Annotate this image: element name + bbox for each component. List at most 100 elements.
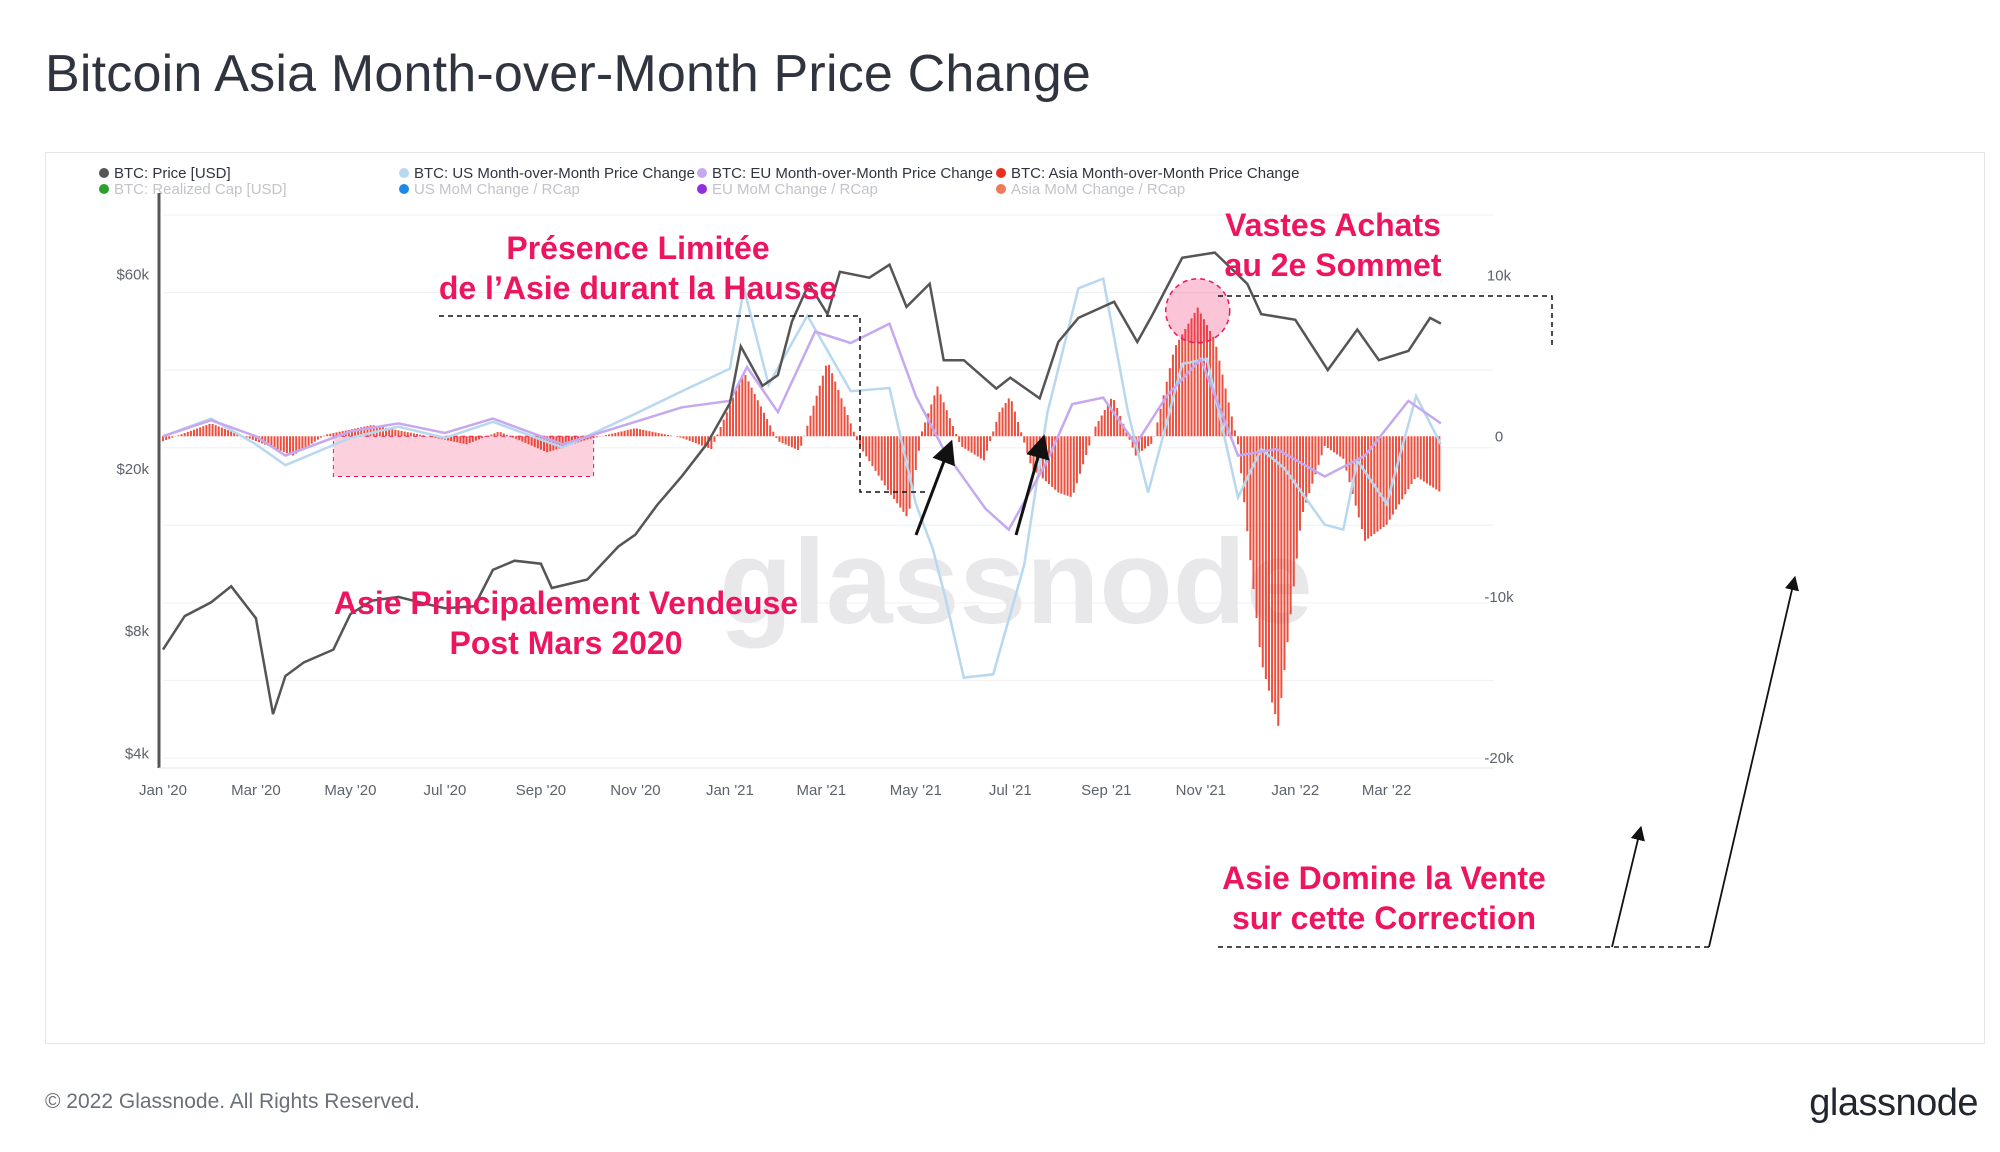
- asia-bar: [1385, 436, 1388, 525]
- asia-bar: [970, 436, 973, 453]
- asia-bar: [502, 433, 505, 437]
- asia-bar: [1165, 381, 1168, 437]
- asia-bar: [388, 428, 391, 437]
- asia-bar: [927, 413, 930, 437]
- asia-bar: [1416, 436, 1419, 478]
- legend-label-2[interactable]: BTC: EU Month-over-Month Price Change: [712, 165, 993, 182]
- price-series-line: [161, 251, 1442, 715]
- asia-bar: [208, 423, 211, 437]
- asia-bar: [397, 430, 400, 437]
- asia-bar: [409, 432, 412, 437]
- legend-swatch-7[interactable]: [996, 184, 1006, 194]
- asia-bar: [840, 398, 843, 437]
- asia-bar: [1370, 436, 1373, 537]
- x-tick-label: May '21: [890, 782, 942, 799]
- asia-bar: [735, 390, 738, 437]
- asia-bar: [1364, 436, 1367, 541]
- asia-bar: [899, 436, 902, 508]
- legend-label-7[interactable]: Asia MoM Change / RCap: [1011, 181, 1185, 198]
- asia-bar: [852, 431, 855, 437]
- asia-bar: [189, 430, 192, 437]
- asia-bar: [632, 428, 635, 437]
- asia-bar: [1007, 398, 1010, 437]
- legend-label-5[interactable]: US MoM Change / RCap: [414, 181, 580, 198]
- asia-bar: [976, 436, 979, 457]
- asia-bar: [468, 436, 471, 444]
- asia-bar: [1258, 436, 1261, 647]
- asia-bar: [211, 424, 214, 437]
- asia-bar: [1026, 436, 1029, 453]
- arrow-feb22: [1708, 575, 1799, 948]
- asia-bar: [1001, 407, 1004, 437]
- asia-bar: [865, 436, 868, 457]
- asia-bar: [1181, 334, 1184, 437]
- asia-bar: [233, 432, 236, 437]
- y-right-tick-label: -10k: [1484, 589, 1514, 606]
- asia-bar: [1277, 436, 1280, 726]
- asia-bar: [1419, 436, 1422, 480]
- asia-bar: [1345, 436, 1348, 471]
- asia-bar: [1333, 436, 1336, 453]
- asia-bar: [666, 434, 669, 437]
- asia-bar: [471, 436, 474, 442]
- dashed-leader-big-buys: [1218, 295, 1553, 348]
- annotation-big-buys-line-0: Vastes Achats: [1225, 207, 1441, 243]
- legend-label-0[interactable]: BTC: Price [USD]: [114, 165, 231, 182]
- legend-swatch-2[interactable]: [697, 168, 707, 178]
- asia-bar: [1295, 436, 1298, 559]
- asia-bar: [323, 435, 326, 437]
- asia-bar: [648, 431, 651, 437]
- legend-label-4[interactable]: BTC: Realized Cap [USD]: [114, 181, 287, 198]
- asia-bar: [183, 433, 186, 437]
- asia-bar: [784, 436, 787, 445]
- asia-bar: [614, 432, 617, 437]
- asia-bar: [797, 436, 800, 451]
- asia-bar: [849, 423, 852, 437]
- asia-bar: [831, 373, 834, 437]
- asia-bar: [248, 436, 251, 439]
- asia-bar: [1336, 436, 1339, 455]
- asia-bar: [716, 434, 719, 437]
- us-series-line: [162, 276, 1443, 679]
- legend-swatch-1[interactable]: [399, 168, 409, 178]
- asia-bar: [360, 427, 363, 437]
- asia-bar: [1314, 436, 1317, 475]
- asia-bar: [1069, 436, 1072, 497]
- asia-bar: [1109, 398, 1112, 437]
- legend-swatch-3[interactable]: [996, 168, 1006, 178]
- legend-swatch-4[interactable]: [99, 184, 109, 194]
- asia-bar: [914, 436, 917, 471]
- asia-bar: [1072, 436, 1075, 493]
- asia-bar: [192, 429, 195, 437]
- legend-swatch-5[interactable]: [399, 184, 409, 194]
- asia-bar: [608, 434, 611, 437]
- legend-label-3[interactable]: BTC: Asia Month-over-Month Price Change: [1011, 165, 1299, 182]
- asia-bar: [180, 434, 183, 437]
- legend-swatch-6[interactable]: [697, 184, 707, 194]
- asia-bar: [1147, 436, 1150, 447]
- asia-bar: [165, 436, 168, 440]
- asia-bar: [369, 425, 372, 437]
- legend-label-6[interactable]: EU MoM Change / RCap: [712, 181, 878, 198]
- asia-bar: [1057, 436, 1060, 493]
- asia-bar: [880, 436, 883, 481]
- asia-bar: [800, 436, 803, 446]
- asia-bar: [561, 436, 564, 448]
- asia-bar: [543, 436, 546, 451]
- legend-swatch-0[interactable]: [99, 168, 109, 178]
- asia-bar: [728, 405, 731, 437]
- asia-bar: [220, 427, 223, 437]
- asia-bar: [685, 436, 688, 440]
- asia-bar: [546, 436, 549, 453]
- asia-bar: [245, 436, 248, 438]
- asia-bar: [979, 436, 982, 459]
- asia-bar: [1224, 388, 1227, 437]
- asia-peak-highlight-circle: [1164, 278, 1231, 344]
- asia-bar: [939, 394, 942, 437]
- asia-bar: [998, 412, 1001, 437]
- asia-bar: [1267, 436, 1270, 691]
- asia-bar: [1023, 436, 1026, 443]
- legend-label-1[interactable]: BTC: US Month-over-Month Price Change: [414, 165, 695, 182]
- asia-bar: [1150, 436, 1153, 444]
- asia-bar: [679, 436, 682, 438]
